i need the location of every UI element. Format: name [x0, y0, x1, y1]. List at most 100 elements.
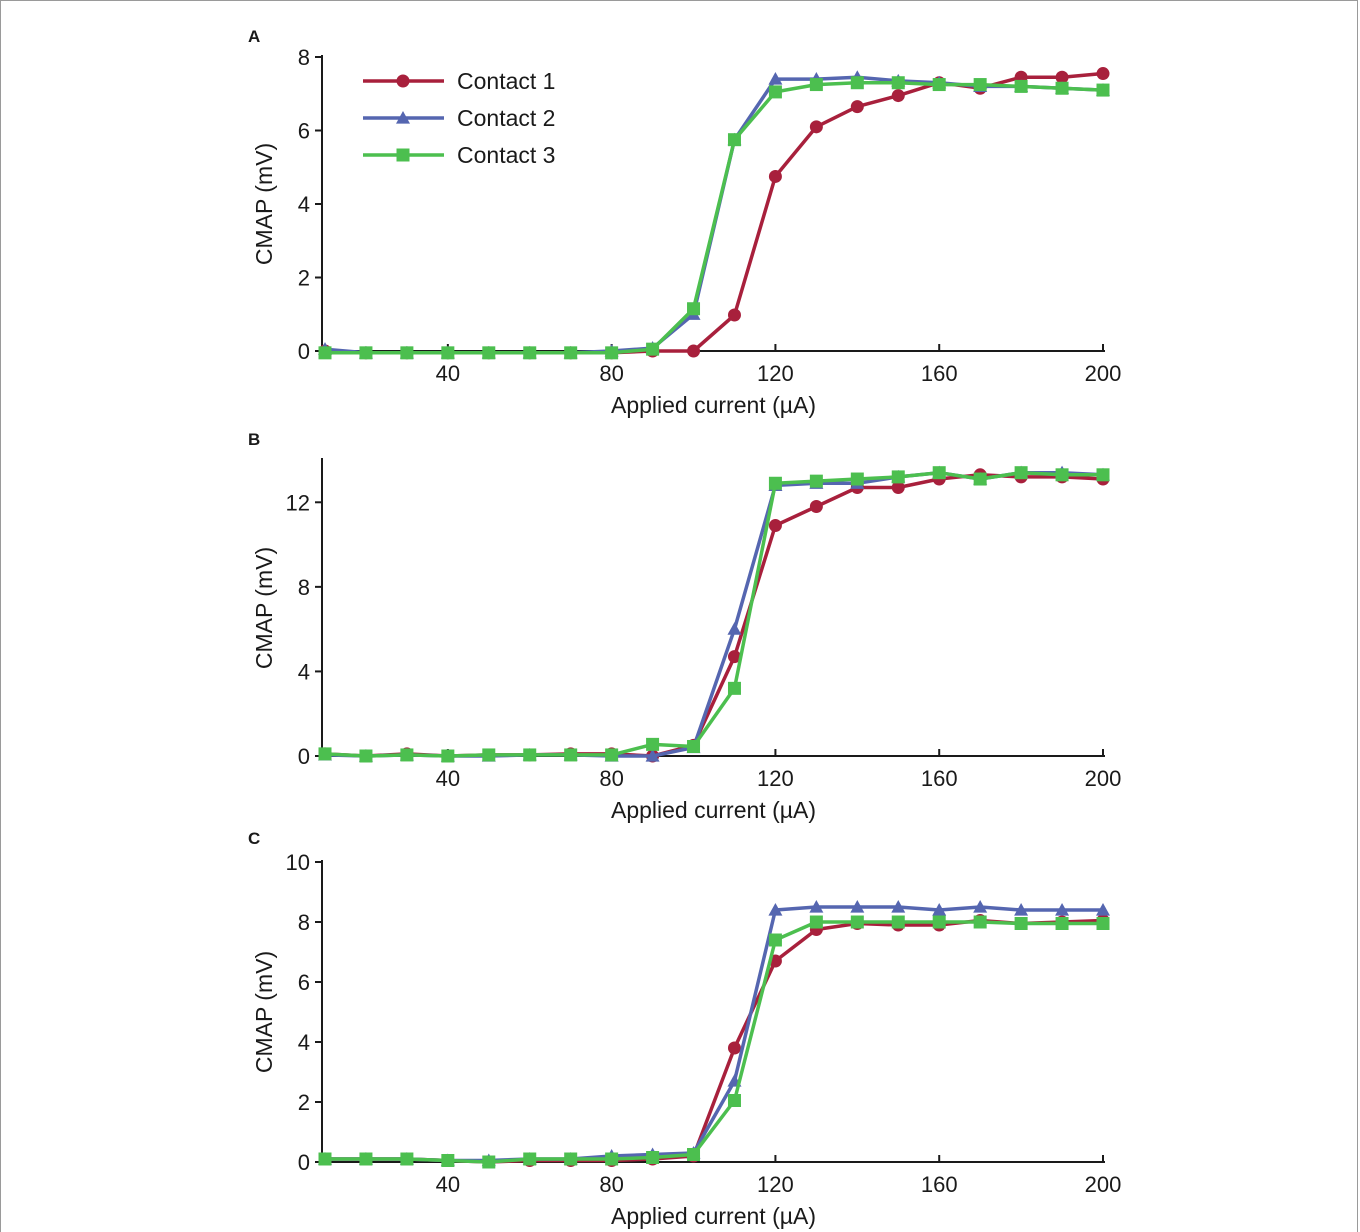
- series-line: [324, 71, 1104, 355]
- series-line: [325, 905, 1103, 1163]
- data-point: [727, 1094, 741, 1107]
- data-point: [564, 1152, 578, 1166]
- data-point: [850, 900, 865, 913]
- data-point: [973, 900, 988, 913]
- data-point: [1096, 903, 1110, 916]
- data-point: [1014, 917, 1028, 930]
- y-tick-label: 0: [298, 339, 310, 364]
- legend-marker: [396, 148, 410, 162]
- x-axis-label: Applied current (µA): [611, 1203, 816, 1229]
- x-tick-label: 40: [436, 766, 460, 791]
- legend-marker: [396, 74, 410, 88]
- data-point: [932, 78, 946, 92]
- y-axis-label: CMAP (mV): [251, 547, 277, 669]
- data-point: [768, 169, 782, 183]
- y-tick-label: 4: [298, 659, 310, 684]
- data-point: [1014, 466, 1028, 480]
- panel-c: C 0 2 4 6 8 10 40 80 120 160 200 Applied current (µA…: [248, 829, 1121, 1229]
- y-tick-label: 4: [298, 192, 310, 217]
- data-point: [400, 748, 414, 762]
- data-point: [359, 1152, 373, 1166]
- data-point: [809, 900, 824, 913]
- data-point: [1055, 903, 1070, 916]
- data-point: [727, 308, 741, 322]
- data-point: [1055, 81, 1069, 95]
- panel-b-letter: B: [248, 430, 260, 449]
- data-point: [850, 915, 864, 929]
- data-point: [523, 346, 537, 360]
- data-point: [687, 1148, 701, 1161]
- series-line: [325, 80, 1104, 355]
- data-point: [768, 85, 782, 99]
- data-point: [1055, 70, 1069, 84]
- data-point: [441, 346, 455, 360]
- data-point: [564, 346, 578, 360]
- x-tick-label: 200: [1085, 766, 1122, 791]
- data-point: [359, 346, 373, 360]
- data-point: [482, 1155, 496, 1169]
- data-point: [727, 650, 741, 664]
- data-point: [727, 1041, 741, 1055]
- x-tick-label: 80: [599, 361, 623, 386]
- data-point: [1014, 79, 1028, 93]
- y-tick-label: 10: [286, 850, 310, 875]
- data-point: [809, 120, 823, 134]
- y-tick-label: 8: [298, 45, 310, 70]
- data-point: [441, 1154, 455, 1167]
- data-point: [646, 737, 660, 751]
- panel-a-letter: A: [248, 27, 260, 46]
- data-point: [687, 302, 701, 316]
- data-point: [891, 76, 905, 90]
- data-point: [809, 500, 823, 514]
- data-point: [646, 342, 660, 356]
- data-point: [932, 915, 946, 929]
- y-tick-label: 2: [298, 266, 310, 291]
- data-point: [359, 749, 373, 763]
- data-point: [645, 749, 660, 762]
- y-tick-label: 8: [298, 575, 310, 600]
- data-point: [605, 748, 619, 762]
- y-axis-label: CMAP (mV): [251, 951, 277, 1073]
- x-tick-label: 160: [921, 361, 958, 386]
- series-line: [324, 470, 1103, 758]
- data-point: [1096, 468, 1110, 482]
- x-tick-label: 200: [1085, 361, 1122, 386]
- data-point: [850, 76, 864, 90]
- data-point: [891, 480, 905, 494]
- x-tick-label: 160: [921, 766, 958, 791]
- data-point: [646, 1151, 660, 1164]
- x-tick-label: 120: [757, 1172, 794, 1197]
- data-point: [1096, 83, 1110, 97]
- y-tick-label: 0: [298, 744, 310, 769]
- legend-label: Contact 2: [457, 105, 555, 131]
- data-point: [482, 748, 496, 762]
- data-point: [727, 622, 742, 635]
- data-point: [932, 903, 947, 916]
- y-tick-label: 6: [298, 970, 310, 995]
- data-point: [809, 474, 823, 488]
- y-tick-label: 12: [286, 490, 310, 515]
- data-point: [973, 915, 987, 929]
- series-contact-3: [318, 915, 1110, 1169]
- x-tick-label: 120: [757, 766, 794, 791]
- data-point: [605, 346, 619, 360]
- series-contact-3: [318, 466, 1110, 763]
- data-point: [768, 903, 783, 916]
- series-line: [325, 920, 1103, 1164]
- y-tick-label: 4: [298, 1030, 310, 1055]
- legend-label: Contact 3: [457, 142, 555, 168]
- data-point: [400, 1152, 414, 1166]
- y-axis-label: CMAP (mV): [251, 143, 277, 265]
- data-point: [973, 472, 987, 486]
- data-point: [1096, 917, 1110, 930]
- data-point: [1096, 67, 1110, 81]
- x-tick-label: 80: [599, 1172, 623, 1197]
- legend-marker: [396, 111, 410, 124]
- data-point: [564, 748, 578, 762]
- data-point: [850, 472, 864, 486]
- data-point: [318, 1152, 332, 1166]
- data-point: [891, 915, 905, 929]
- y-tick-label: 2: [298, 1090, 310, 1115]
- series-contact-1: [318, 67, 1110, 360]
